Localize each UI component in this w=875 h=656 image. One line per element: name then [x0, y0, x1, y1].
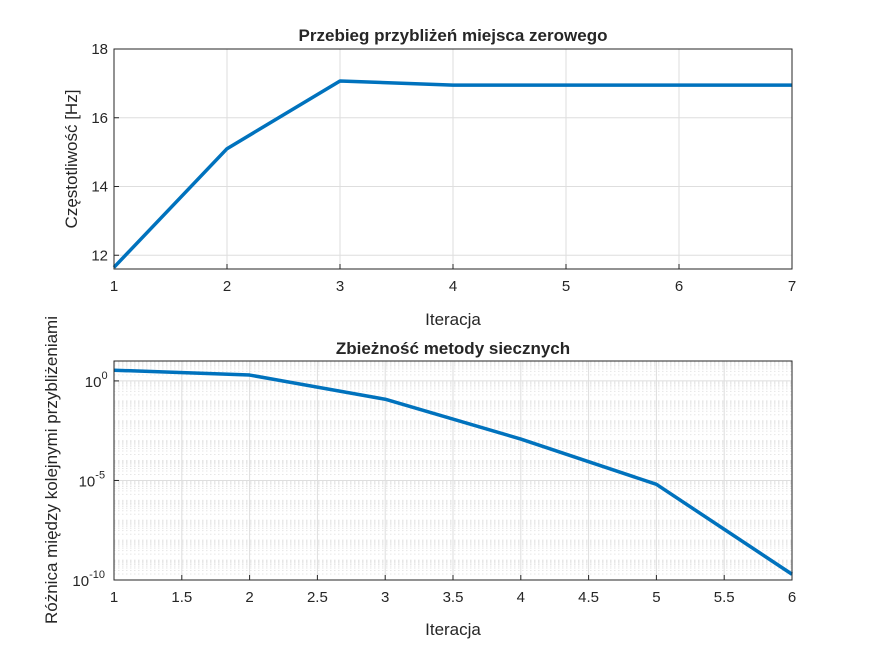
x-tick-labels: 1 2 3 4 5 6 7: [110, 278, 796, 295]
x-tick-label: 2.5: [307, 589, 328, 606]
x-tick-label: 2: [223, 278, 231, 295]
series-group: [112, 79, 792, 269]
y-axis-label: Częstotliwość [Hz]: [62, 90, 81, 229]
x-tick-label: 3: [336, 278, 344, 295]
x-tick-label: 4.5: [578, 589, 599, 606]
y-tick-label: 10-5: [79, 469, 105, 490]
axes-frame: [113, 48, 793, 270]
x-tick-label: 4: [449, 278, 457, 295]
x-tick-labels: 1 1.5 2 2.5 3 3.5 4 4.5 5 5.5 6: [110, 589, 796, 606]
y-tick-label: 16: [91, 110, 108, 127]
chart-title: Zbieżność metody siecznych: [336, 339, 570, 358]
x-tick-label: 6: [675, 278, 683, 295]
y-tick-exponent: -10: [89, 569, 105, 581]
x-tick-label: 3.5: [443, 589, 464, 606]
y-tick-labels: 10-10 10-5 100: [72, 370, 107, 590]
series-line: [113, 368, 793, 576]
x-tick-label: 7: [788, 278, 796, 295]
x-axis-label: Iteracja: [425, 310, 481, 329]
x-tick-label: 5: [562, 278, 570, 295]
y-tick-exponent: 0: [101, 370, 107, 382]
y-tick-labels: 12 14 16 18: [91, 41, 108, 264]
x-tick-label: 1: [110, 589, 118, 606]
y-tick-label: 18: [91, 41, 108, 58]
x-tick-label: 5: [652, 589, 660, 606]
x-tick-label: 5.5: [714, 589, 735, 606]
axes-frame: [113, 360, 793, 581]
y-tick-label: 100: [85, 370, 108, 391]
y-tick-label: 10-10: [72, 569, 105, 590]
x-tick-label: 1.5: [171, 589, 192, 606]
y-tick-exponent: -5: [95, 469, 105, 481]
x-tick-label: 4: [517, 589, 525, 606]
x-tick-label: 2: [245, 589, 253, 606]
x-axis-label: Iteracja: [425, 620, 481, 639]
x-tick-label: 3: [381, 589, 389, 606]
chart-title: Przebieg przybliżeń miejsca zerowego: [299, 26, 608, 45]
x-tick-label: 6: [788, 589, 796, 606]
series-line: [112, 79, 792, 269]
y-tick-label: 14: [91, 179, 108, 196]
x-tick-label: 1: [110, 278, 118, 295]
y-axis-label: Różnica między kolejnymi przybliżeniami: [42, 316, 61, 624]
series-group: [113, 368, 793, 576]
y-tick-label: 12: [91, 247, 108, 264]
grid: [113, 360, 793, 581]
chart-secant-convergence: 1 1.5 2 2.5 3 3.5 4 4.5 5 5.5 6 10-10 10-5 100 Zbież…: [42, 316, 796, 639]
